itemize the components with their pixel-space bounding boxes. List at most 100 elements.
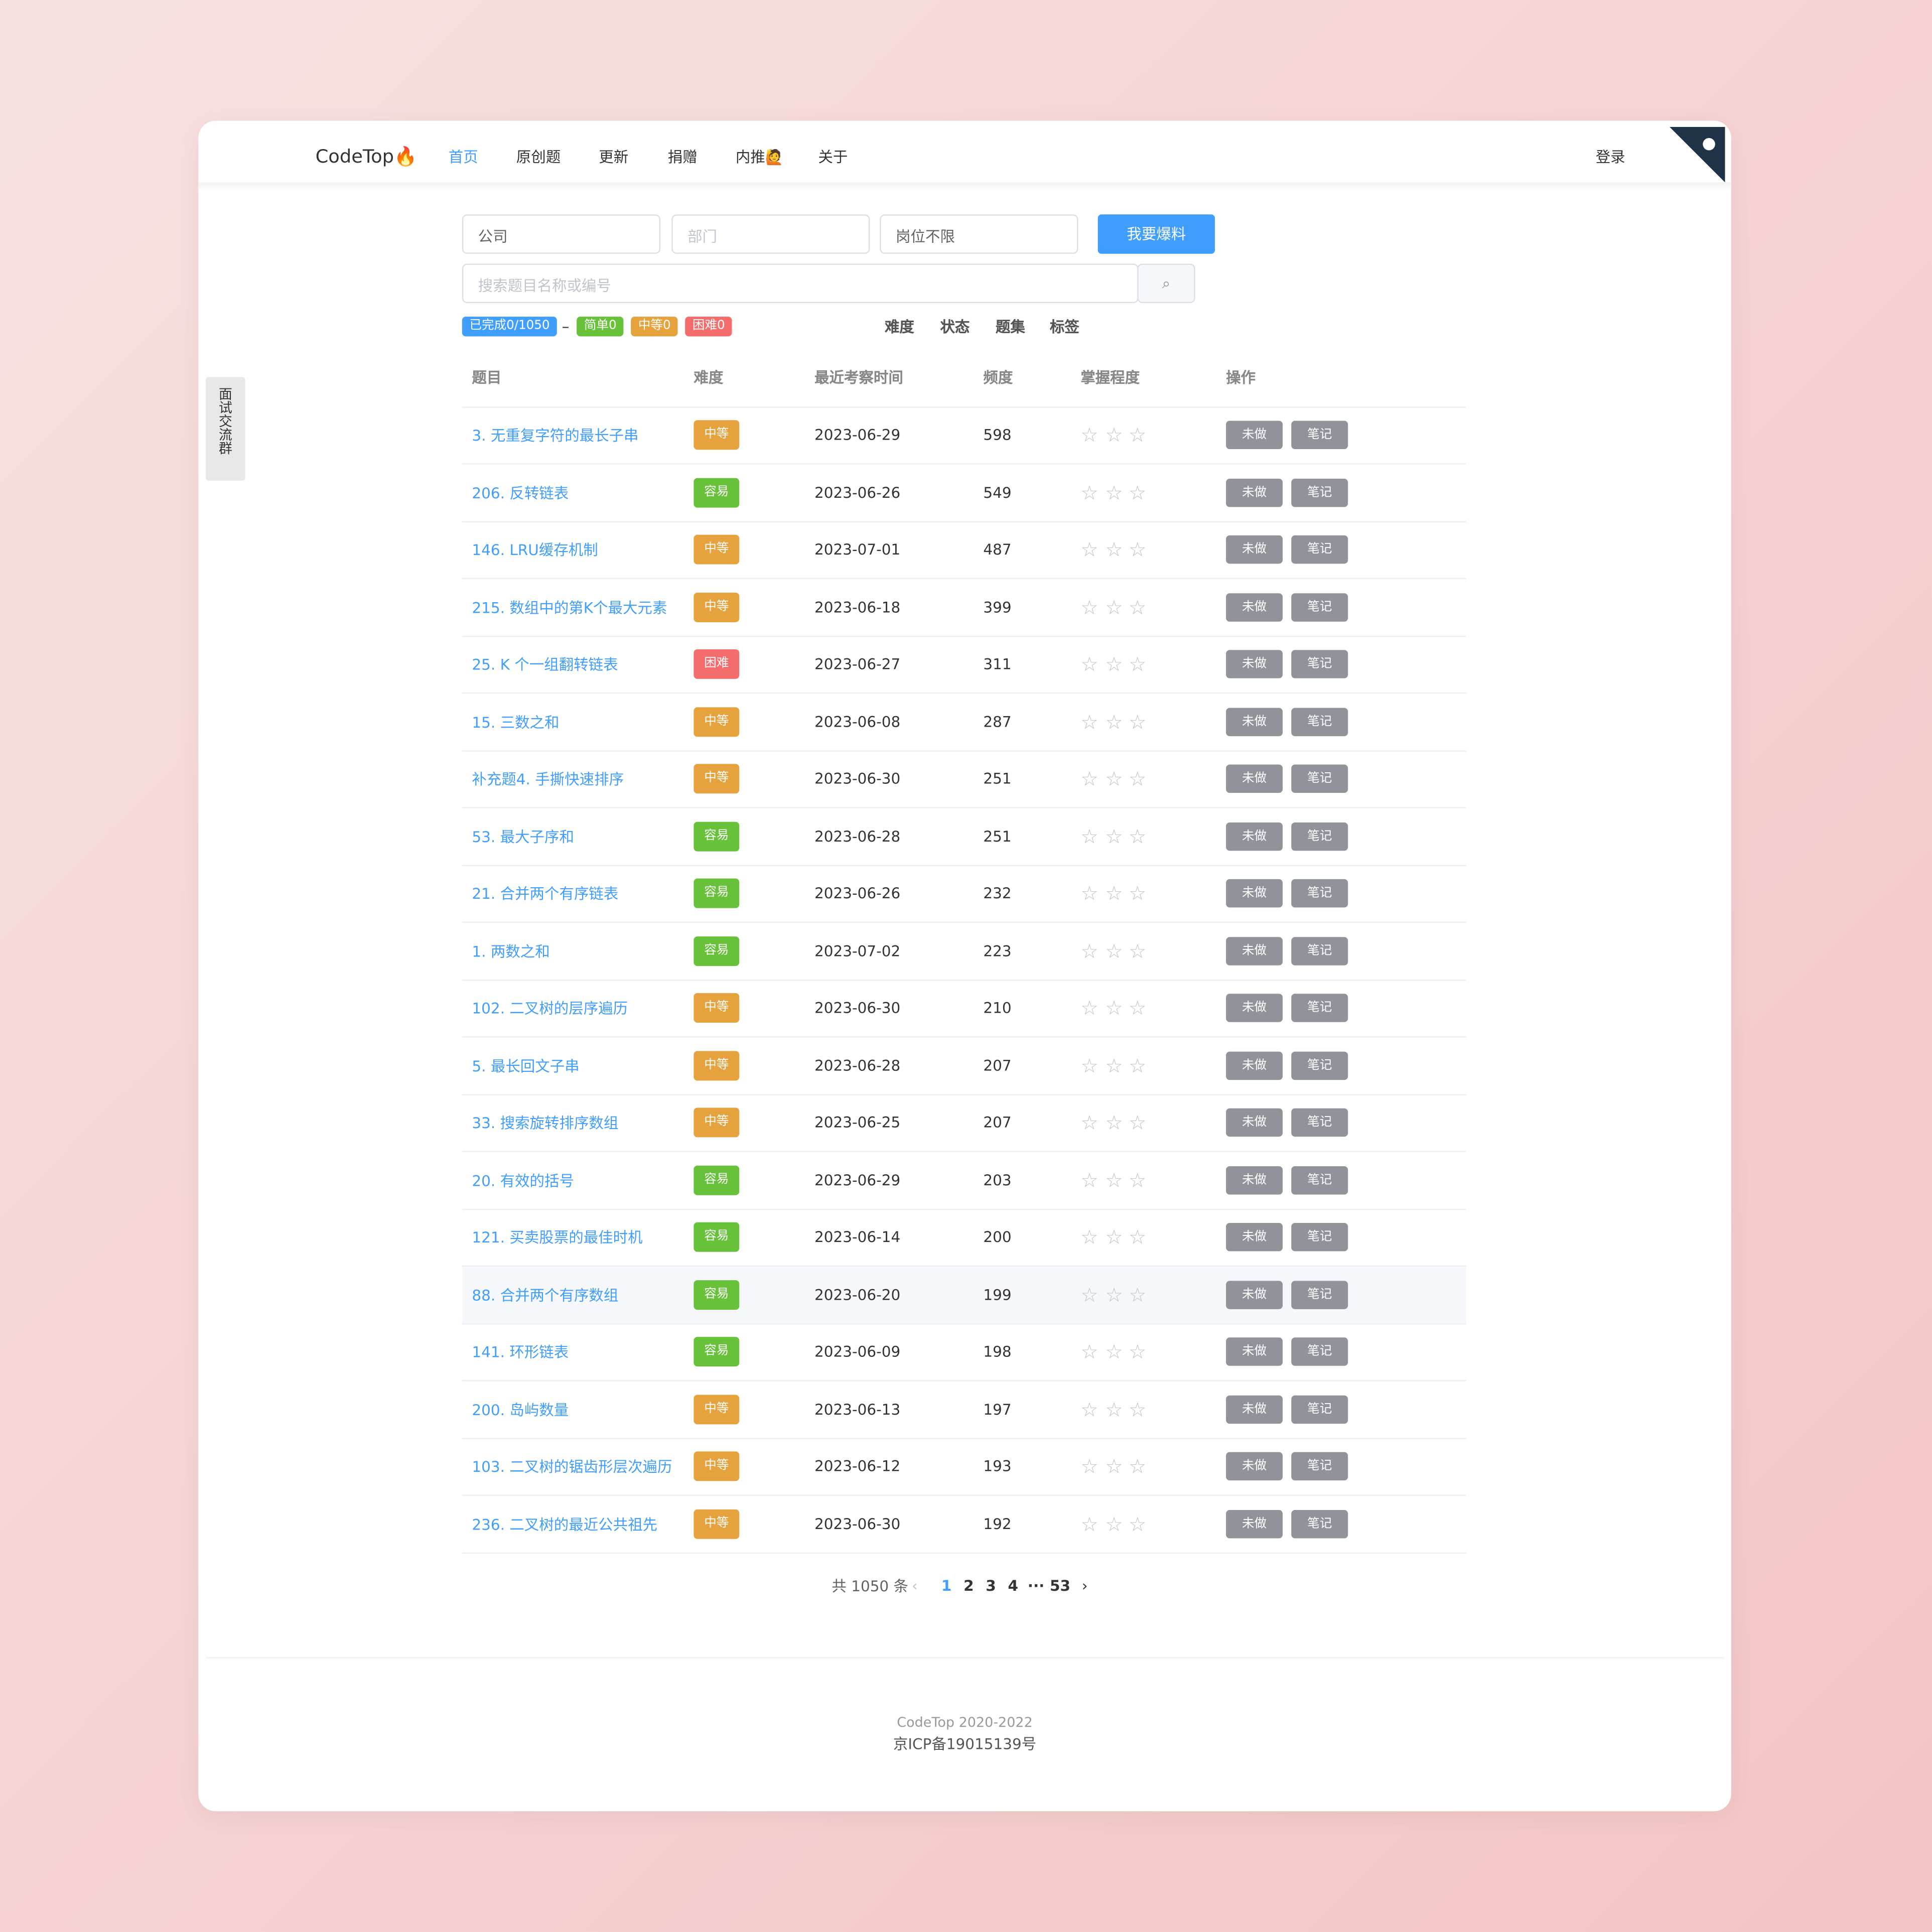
problem-title[interactable]: 88. 合并两个有序数组 (472, 1286, 619, 1304)
star[interactable]: ☆ (1129, 595, 1147, 619)
page-number[interactable]: 3 (986, 1577, 996, 1595)
star[interactable]: ☆ (1129, 1454, 1147, 1478)
star[interactable]: ☆ (1080, 1168, 1098, 1192)
nav-item[interactable]: 内推🙋 (735, 148, 784, 166)
star[interactable]: ☆ (1129, 767, 1147, 791)
side-tab[interactable]: 面试交流群 (206, 377, 245, 481)
not-done-button[interactable]: 未做 (1226, 1280, 1283, 1309)
star[interactable]: ☆ (1129, 1511, 1147, 1536)
page-next[interactable]: › (1081, 1577, 1088, 1595)
star[interactable]: ☆ (1105, 1511, 1123, 1536)
select-department[interactable]: 部门 (671, 214, 870, 254)
filter-dropdown[interactable]: 难度 (884, 318, 914, 336)
table-header[interactable]: 最近考察时间 (814, 369, 903, 386)
not-done-button[interactable]: 未做 (1226, 1509, 1283, 1538)
star[interactable]: ☆ (1105, 537, 1123, 562)
star[interactable]: ☆ (1080, 1111, 1098, 1135)
problem-title[interactable]: 15. 三数之和 (472, 713, 560, 731)
problem-title[interactable]: 5. 最长回文子串 (472, 1057, 580, 1075)
note-button[interactable]: 笔记 (1291, 1222, 1348, 1252)
star[interactable]: ☆ (1105, 824, 1123, 848)
star[interactable]: ☆ (1129, 537, 1147, 562)
nav-item[interactable]: 关于 (818, 148, 848, 166)
star[interactable]: ☆ (1129, 1225, 1147, 1249)
note-button[interactable]: 笔记 (1291, 821, 1348, 851)
star[interactable]: ☆ (1080, 996, 1098, 1020)
note-button[interactable]: 笔记 (1291, 1051, 1348, 1079)
star[interactable]: ☆ (1129, 996, 1147, 1020)
not-done-button[interactable]: 未做 (1226, 1395, 1283, 1423)
not-done-button[interactable]: 未做 (1226, 478, 1283, 507)
problem-title[interactable]: 20. 有效的括号 (472, 1172, 574, 1189)
note-button[interactable]: 笔记 (1291, 994, 1348, 1022)
select-company[interactable]: 公司 (462, 214, 661, 254)
star[interactable]: ☆ (1105, 710, 1123, 733)
star[interactable]: ☆ (1105, 1053, 1123, 1077)
problem-title[interactable]: 215. 数组中的第K个最大元素 (472, 599, 667, 616)
note-button[interactable]: 笔记 (1291, 1395, 1348, 1423)
not-done-button[interactable]: 未做 (1226, 994, 1283, 1022)
not-done-button[interactable]: 未做 (1226, 707, 1283, 736)
star[interactable]: ☆ (1129, 881, 1147, 905)
problem-title[interactable]: 206. 反转链表 (472, 484, 569, 502)
problem-title[interactable]: 1. 两数之和 (472, 942, 550, 960)
not-done-button[interactable]: 未做 (1226, 535, 1283, 564)
report-button[interactable]: 我要爆料 (1097, 214, 1215, 254)
problem-title[interactable]: 21. 合并两个有序链表 (472, 885, 619, 903)
star[interactable]: ☆ (1080, 710, 1098, 733)
page-number[interactable]: 1 (941, 1577, 952, 1595)
nav-item[interactable]: 首页 (448, 148, 478, 166)
star[interactable]: ☆ (1080, 537, 1098, 562)
page-ellipsis[interactable]: ··· (1027, 1577, 1045, 1595)
star[interactable]: ☆ (1080, 423, 1098, 447)
problem-title[interactable]: 146. LRU缓存机制 (472, 541, 598, 559)
star[interactable]: ☆ (1080, 1397, 1098, 1421)
logo[interactable]: CodeTop🔥 (315, 145, 417, 168)
star[interactable]: ☆ (1129, 480, 1147, 504)
problem-title[interactable]: 141. 环形链表 (472, 1343, 569, 1361)
star[interactable]: ☆ (1105, 1283, 1123, 1306)
note-button[interactable]: 笔记 (1291, 1165, 1348, 1194)
note-button[interactable]: 笔记 (1291, 421, 1348, 449)
page-prev[interactable]: ‹ (911, 1577, 918, 1595)
note-button[interactable]: 笔记 (1291, 535, 1348, 564)
note-button[interactable]: 笔记 (1291, 1108, 1348, 1137)
not-done-button[interactable]: 未做 (1226, 1165, 1283, 1194)
star[interactable]: ☆ (1105, 938, 1123, 962)
not-done-button[interactable]: 未做 (1226, 1108, 1283, 1137)
star[interactable]: ☆ (1105, 595, 1123, 619)
star[interactable]: ☆ (1080, 881, 1098, 905)
note-button[interactable]: 笔记 (1291, 707, 1348, 736)
note-button[interactable]: 笔记 (1291, 1280, 1348, 1309)
not-done-button[interactable]: 未做 (1226, 1222, 1283, 1252)
problem-title[interactable]: 200. 岛屿数量 (472, 1401, 569, 1419)
problem-title[interactable]: 补充题4. 手撕快速排序 (472, 770, 624, 788)
star[interactable]: ☆ (1129, 1111, 1147, 1135)
star[interactable]: ☆ (1129, 1397, 1147, 1421)
search-input[interactable]: 搜索题目名称或编号 (462, 263, 1139, 304)
star[interactable]: ☆ (1129, 938, 1147, 962)
star[interactable]: ☆ (1080, 1454, 1098, 1478)
not-done-button[interactable]: 未做 (1226, 650, 1283, 678)
star[interactable]: ☆ (1129, 423, 1147, 447)
problem-title[interactable]: 121. 买卖股票的最佳时机 (472, 1229, 643, 1247)
not-done-button[interactable]: 未做 (1226, 1337, 1283, 1366)
table-header[interactable]: 题目 (472, 369, 502, 386)
star[interactable]: ☆ (1129, 1053, 1147, 1077)
page-number[interactable]: 53 (1049, 1577, 1070, 1595)
star[interactable]: ☆ (1105, 480, 1123, 504)
problem-title[interactable]: 33. 搜索旋转排序数组 (472, 1114, 619, 1132)
note-button[interactable]: 笔记 (1291, 1337, 1348, 1366)
footer-icp[interactable]: 京ICP备19015139号 (893, 1735, 1037, 1753)
not-done-button[interactable]: 未做 (1226, 764, 1283, 793)
problem-title[interactable]: 236. 二叉树的最近公共祖先 (472, 1515, 658, 1533)
not-done-button[interactable]: 未做 (1226, 1452, 1283, 1481)
star[interactable]: ☆ (1080, 767, 1098, 791)
star[interactable]: ☆ (1105, 1454, 1123, 1478)
star[interactable]: ☆ (1129, 1340, 1147, 1363)
star[interactable]: ☆ (1105, 1225, 1123, 1249)
note-button[interactable]: 笔记 (1291, 593, 1348, 621)
star[interactable]: ☆ (1080, 1511, 1098, 1536)
filter-dropdown[interactable]: 状态 (940, 318, 970, 336)
table-header[interactable]: 频度 (983, 369, 1013, 386)
